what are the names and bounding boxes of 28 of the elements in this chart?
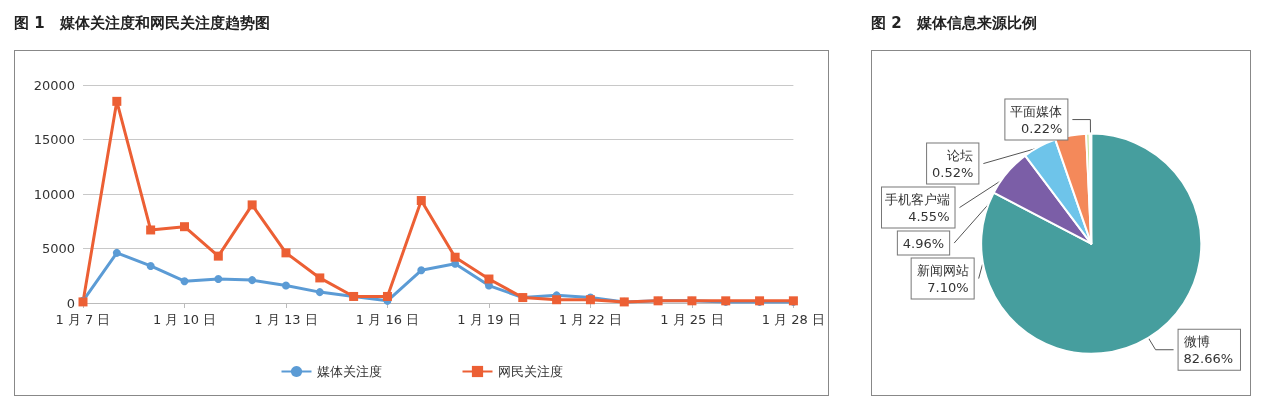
x-tick-label: 1 月 7 日 — [55, 312, 111, 327]
data-label: 0.52% — [932, 164, 974, 180]
data-label: 0.22% — [1021, 120, 1063, 136]
data-label: 7.10% — [927, 279, 969, 295]
legend-label: 网民关注度 — [497, 364, 563, 379]
x-tick-label: 1 月 13 日 — [254, 312, 318, 327]
x-tick-label: 1 月 22 日 — [558, 312, 623, 327]
x-tick-label: 1 月 10 日 — [152, 312, 217, 327]
chart-title: 图 1 媒体关注度和网民关注度趋势图 — [14, 13, 271, 34]
x-tick-label: 1 月 16 日 — [355, 312, 420, 327]
x-tick-label: 1 月 28 日 — [761, 312, 825, 327]
chart-title: 图 2 媒体信息来源比例 — [871, 13, 1038, 34]
slice-label: 手机客户端 — [884, 191, 950, 207]
x-tick-label: 1 月 25 日 — [660, 312, 724, 327]
slice-label: 平面媒体 — [1010, 103, 1063, 119]
y-tick-label: 20000 — [33, 77, 75, 93]
y-tick-label: 5000 — [41, 241, 75, 256]
legend-label: 媒体关注度 — [316, 364, 382, 379]
x-tick-label: 1 月 19 日 — [457, 312, 521, 327]
data-label: 4.96% — [902, 235, 945, 251]
y-tick-label: 15000 — [33, 132, 75, 147]
y-tick-label: 10000 — [33, 186, 75, 202]
slice-label: 新闻网站 — [916, 262, 969, 278]
data-label: 4.55% — [908, 208, 950, 224]
data-label: 82.66% — [1183, 350, 1234, 366]
y-tick-label: 0 — [66, 295, 75, 311]
slice-label: 论坛 — [947, 147, 974, 163]
slice-label: 微博 — [1183, 333, 1210, 349]
